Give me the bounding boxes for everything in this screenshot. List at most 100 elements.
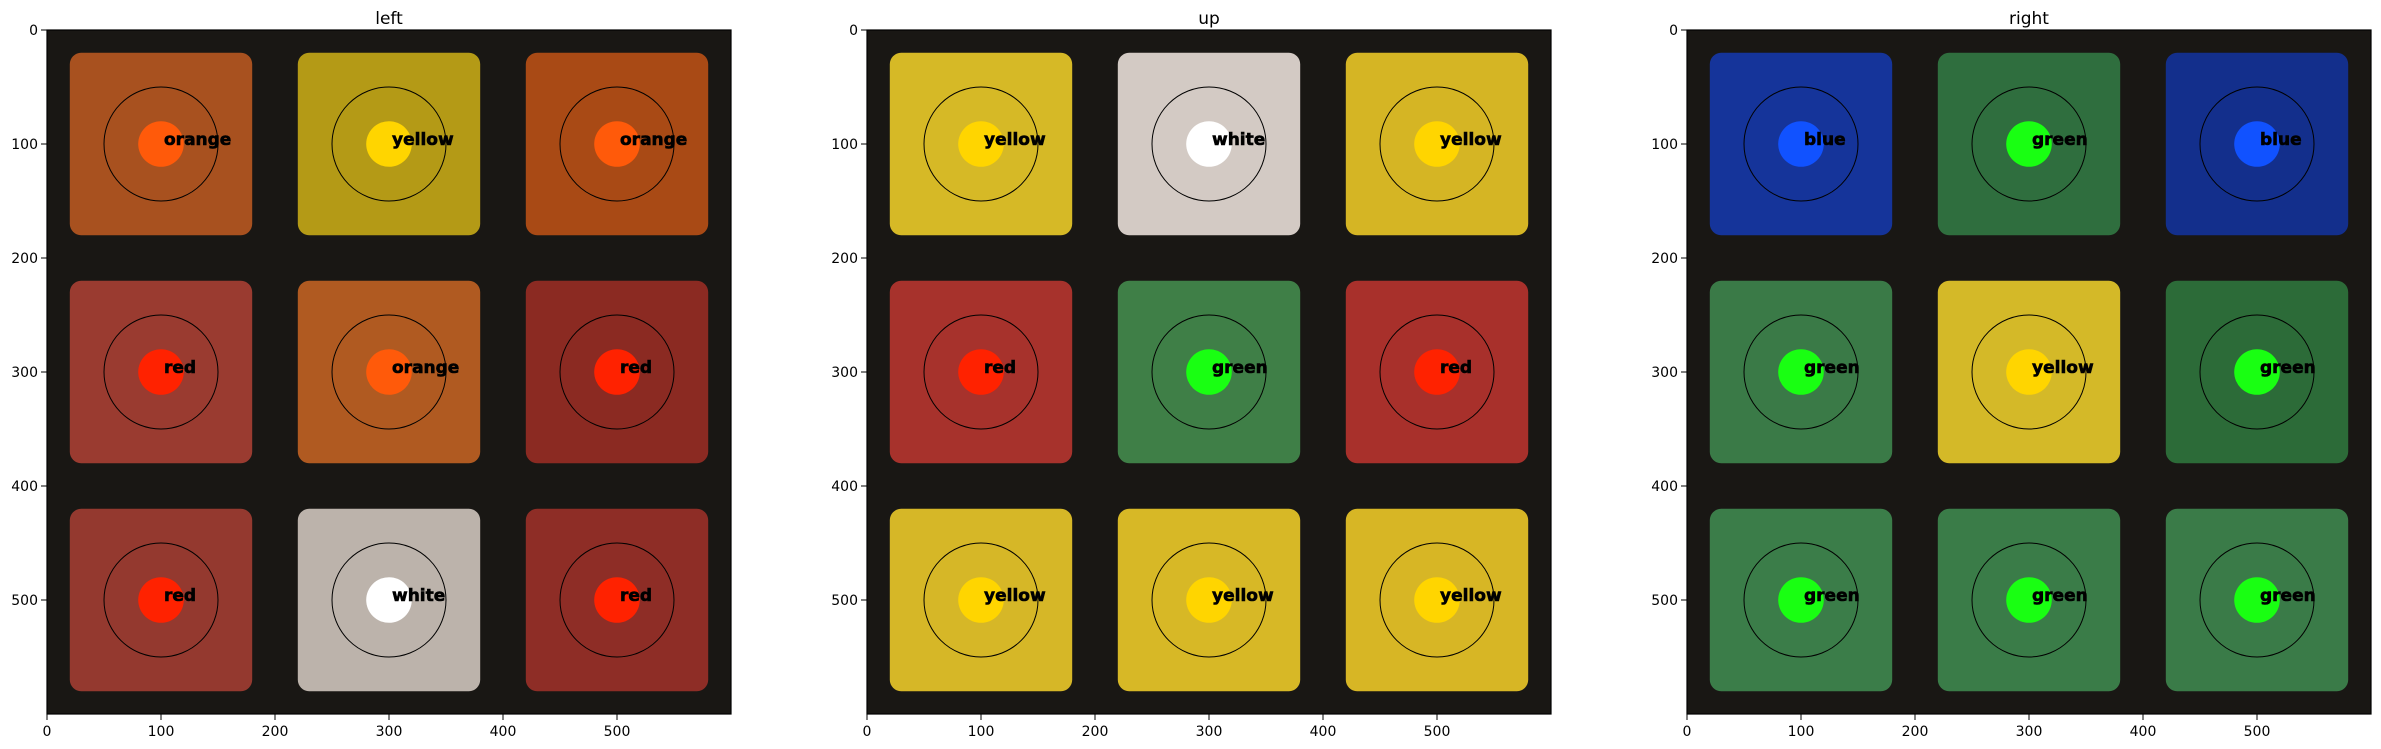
x-tick-label: 0 [43,724,52,740]
sample-ring [923,542,1039,658]
x-tick-label: 400 [2130,724,2157,740]
color-label: orange [620,130,687,150]
x-tick-label: 300 [2016,724,2043,740]
sample-dot [594,349,640,395]
x-tick-label: 400 [1310,724,1337,740]
y-tick-label: 100 [1651,137,1678,153]
chart-title: right [2009,9,2049,29]
sample-ring [1743,542,1859,658]
sample-dot [958,577,1004,623]
color-label: green [2260,358,2316,378]
y-tick-label: 400 [831,479,858,495]
color-label: red [984,358,1016,378]
color-label: yellow [984,130,1046,150]
sample-ring [1379,86,1495,202]
color-label: green [1804,586,1860,606]
y-tick-label: 500 [831,593,858,609]
color-label: green [2260,586,2316,606]
color-label: red [620,358,652,378]
color-label: white [392,586,445,606]
panel-image: blue green blue green yellow green green green g… [1687,30,2371,714]
x-tick-label: 500 [1424,724,1451,740]
color-label: yellow [1440,586,1502,606]
x-tick-label: 200 [262,724,289,740]
x-tick-label: 100 [968,724,995,740]
sample-dot [2234,577,2280,623]
sample-dot [1186,121,1232,167]
sample-ring [923,314,1039,430]
sample-dot [1414,577,1460,623]
sample-ring [1151,542,1267,658]
chart-title: up [1198,9,1220,29]
color-label: yellow [984,586,1046,606]
sample-ring [1971,86,2087,202]
sample-dot [594,577,640,623]
x-tick-label: 500 [2244,724,2271,740]
y-tick-label: 400 [11,479,38,495]
sample-ring [331,314,447,430]
color-label: red [164,358,196,378]
x-tick-label: 400 [490,724,517,740]
sample-ring [559,542,675,658]
sample-ring [1743,314,1859,430]
y-tick-label: 200 [11,251,38,267]
sample-dot [1414,121,1460,167]
sample-dot [958,121,1004,167]
chart-panel-up: yellow white yellow red green red yellow yellow… [831,9,1552,740]
color-label: yellow [1212,586,1274,606]
chart-panel-right: blue green blue green yellow green green green g… [1651,9,2372,740]
sample-ring [1379,314,1495,430]
chart-panel-left: orange yellow orange red orange red red white re… [11,9,732,740]
x-tick-label: 500 [604,724,631,740]
sample-ring [559,86,675,202]
sample-ring [103,542,219,658]
x-tick-label: 200 [1082,724,1109,740]
sample-ring [1971,542,2087,658]
sample-ring [559,314,675,430]
sample-dot [1778,349,1824,395]
y-tick-label: 500 [1651,593,1678,609]
color-label: green [1212,358,1268,378]
y-tick-label: 300 [831,365,858,381]
color-label: green [1804,358,1860,378]
color-label: red [1440,358,1472,378]
x-tick-label: 0 [863,724,872,740]
sample-dot [138,121,184,167]
y-tick-label: 100 [11,137,38,153]
panel-image: yellow white yellow red green red yellow yellow… [867,30,1551,714]
chart-title: left [375,9,403,29]
sample-dot [2006,121,2052,167]
x-tick-label: 300 [376,724,403,740]
sample-dot [1414,349,1460,395]
sample-ring [1743,86,1859,202]
color-label: orange [392,358,459,378]
y-tick-label: 500 [11,593,38,609]
x-tick-label: 100 [148,724,175,740]
sample-dot [594,121,640,167]
sample-ring [2199,542,2315,658]
sample-dot [2234,121,2280,167]
y-tick-label: 0 [849,23,858,39]
sample-ring [331,542,447,658]
x-tick-label: 0 [1683,724,1692,740]
y-tick-label: 400 [1651,479,1678,495]
sample-ring [103,86,219,202]
y-tick-label: 200 [831,251,858,267]
sample-dot [1186,577,1232,623]
color-label: white [1212,130,1265,150]
sample-ring [1151,86,1267,202]
color-label: yellow [2032,358,2094,378]
y-tick-label: 0 [1669,23,1678,39]
panel-image: orange yellow orange red orange red red white re… [47,30,731,714]
y-tick-label: 0 [29,23,38,39]
color-label: yellow [392,130,454,150]
sample-dot [138,577,184,623]
sample-ring [2199,86,2315,202]
color-label: yellow [1440,130,1502,150]
color-label: red [620,586,652,606]
sample-dot [958,349,1004,395]
color-label: orange [164,130,231,150]
sample-dot [1186,349,1232,395]
x-tick-label: 200 [1902,724,1929,740]
